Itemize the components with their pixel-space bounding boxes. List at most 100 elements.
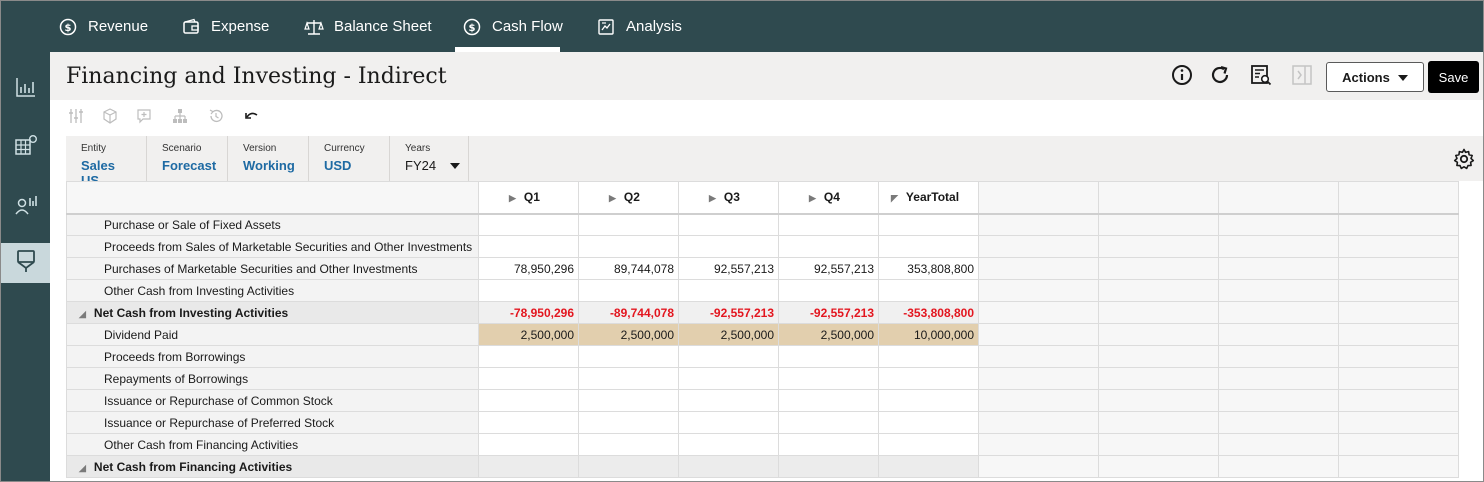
tab-balance-sheet[interactable]: Balance Sheet (304, 1, 432, 52)
data-cell[interactable] (878, 455, 979, 478)
row-header[interactable]: Proceeds from Sales of Marketable Securi… (66, 235, 479, 258)
row-header[interactable]: Issuance or Repurchase of Common Stock (66, 389, 479, 412)
grid-settings-button[interactable] (1453, 148, 1475, 170)
data-cell[interactable]: 2,500,000 (778, 323, 879, 346)
data-cell[interactable] (778, 367, 879, 390)
sidebar-item-forms[interactable] (1, 243, 50, 283)
row-header[interactable]: Purchase or Sale of Fixed Assets (66, 213, 479, 236)
adjust-button[interactable] (66, 108, 86, 128)
tab-revenue[interactable]: $ Revenue (58, 1, 148, 52)
data-cell[interactable] (678, 279, 779, 302)
data-cell[interactable] (478, 433, 579, 456)
comment-button[interactable] (134, 108, 154, 128)
row-header[interactable]: Other Cash from Financing Activities (66, 433, 479, 456)
tab-cash-flow[interactable]: $ Cash Flow (462, 1, 563, 52)
data-cell[interactable] (478, 411, 579, 434)
data-cell[interactable]: 92,557,213 (678, 257, 779, 280)
collapse-icon[interactable]: ◢ (79, 462, 86, 473)
expand-icon[interactable]: ▶ (809, 193, 816, 204)
data-cell[interactable] (578, 455, 679, 478)
data-cell[interactable] (578, 433, 679, 456)
expand-icon[interactable]: ▶ (609, 193, 616, 204)
pov-value[interactable]: USD (324, 158, 352, 173)
data-cell[interactable] (678, 411, 779, 434)
data-cell[interactable] (578, 367, 679, 390)
data-cell[interactable]: -353,808,800 (878, 301, 979, 324)
data-cell[interactable] (878, 411, 979, 434)
data-cell[interactable] (778, 389, 879, 412)
data-cell[interactable] (778, 213, 879, 236)
data-cell[interactable] (578, 279, 679, 302)
data-cell[interactable] (578, 213, 679, 236)
pov-value[interactable]: Forecast (162, 158, 217, 173)
history-button[interactable] (206, 108, 226, 128)
data-cell[interactable]: 2,500,000 (578, 323, 679, 346)
data-cell[interactable] (478, 345, 579, 368)
save-button[interactable]: Save (1428, 61, 1479, 93)
cube-button[interactable] (100, 107, 120, 128)
row-header[interactable]: Other Cash from Investing Activities (66, 279, 479, 302)
data-cell[interactable]: 89,744,078 (578, 257, 679, 280)
data-cell[interactable] (878, 235, 979, 258)
column-header-q4[interactable]: ▶ Q4 (778, 181, 879, 215)
sidebar-item-analysis[interactable] (1, 187, 50, 227)
data-cell[interactable]: 2,500,000 (478, 323, 579, 346)
data-cell[interactable] (778, 235, 879, 258)
data-cell[interactable] (778, 345, 879, 368)
tab-expense[interactable]: Expense (181, 1, 269, 52)
data-cell[interactable]: -92,557,213 (778, 301, 879, 324)
data-cell[interactable] (778, 433, 879, 456)
data-cell[interactable] (878, 279, 979, 302)
pov-currency[interactable]: Currency USD (309, 136, 390, 181)
data-cell[interactable] (478, 213, 579, 236)
pov-scenario[interactable]: Scenario Forecast (147, 136, 228, 181)
data-cell[interactable] (578, 235, 679, 258)
data-cell[interactable] (478, 367, 579, 390)
data-cell[interactable] (878, 213, 979, 236)
collapse-icon[interactable]: ◢ (79, 308, 86, 319)
column-header-q2[interactable]: ▶ Q2 (578, 181, 679, 215)
column-header-q3[interactable]: ▶ Q3 (678, 181, 779, 215)
data-cell[interactable]: -78,950,296 (478, 301, 579, 324)
expand-icon[interactable]: ▶ (709, 193, 716, 204)
data-cell[interactable]: 2,500,000 (678, 323, 779, 346)
data-cell[interactable] (778, 279, 879, 302)
column-header-q1[interactable]: ▶ Q1 (478, 181, 579, 215)
row-header[interactable]: Proceeds from Borrowings (66, 345, 479, 368)
data-cell[interactable] (878, 367, 979, 390)
data-cell[interactable] (578, 345, 679, 368)
search-form-button[interactable] (1249, 64, 1273, 89)
data-cell[interactable]: 92,557,213 (778, 257, 879, 280)
data-cell[interactable] (678, 455, 779, 478)
data-cell[interactable]: -89,744,078 (578, 301, 679, 324)
row-header[interactable]: Purchases of Marketable Securities and O… (66, 257, 479, 280)
undo-button[interactable] (242, 108, 262, 128)
data-cell[interactable] (678, 389, 779, 412)
row-header[interactable]: Repayments of Borrowings (66, 367, 479, 390)
data-cell[interactable] (578, 411, 679, 434)
panel-toggle-button[interactable] (1290, 64, 1314, 89)
data-cell[interactable]: 10,000,000 (878, 323, 979, 346)
tab-analysis[interactable]: Analysis (596, 1, 682, 52)
pov-years[interactable]: Years FY24 (390, 136, 469, 181)
data-cell[interactable] (778, 411, 879, 434)
collapse-icon[interactable]: ◤ (891, 193, 898, 204)
data-cell[interactable]: -92,557,213 (678, 301, 779, 324)
pov-entity[interactable]: Entity Sales US (66, 136, 147, 188)
data-cell[interactable] (778, 455, 879, 478)
data-cell[interactable] (578, 389, 679, 412)
data-cell[interactable] (678, 433, 779, 456)
data-cell[interactable] (678, 235, 779, 258)
data-cell[interactable] (478, 235, 579, 258)
data-cell[interactable]: 353,808,800 (878, 257, 979, 280)
sidebar-item-dashboard[interactable] (1, 69, 50, 109)
row-header[interactable]: ◢ Net Cash from Financing Activities (66, 455, 479, 478)
data-cell[interactable] (878, 345, 979, 368)
pov-value[interactable]: Working (243, 158, 295, 173)
column-header-yeartotal[interactable]: ◤ YearTotal (878, 181, 979, 215)
expand-icon[interactable]: ▶ (509, 193, 516, 204)
data-cell[interactable] (478, 279, 579, 302)
row-header[interactable]: Issuance or Repurchase of Preferred Stoc… (66, 411, 479, 434)
hierarchy-button[interactable] (170, 108, 190, 128)
actions-button[interactable]: Actions (1326, 62, 1424, 92)
